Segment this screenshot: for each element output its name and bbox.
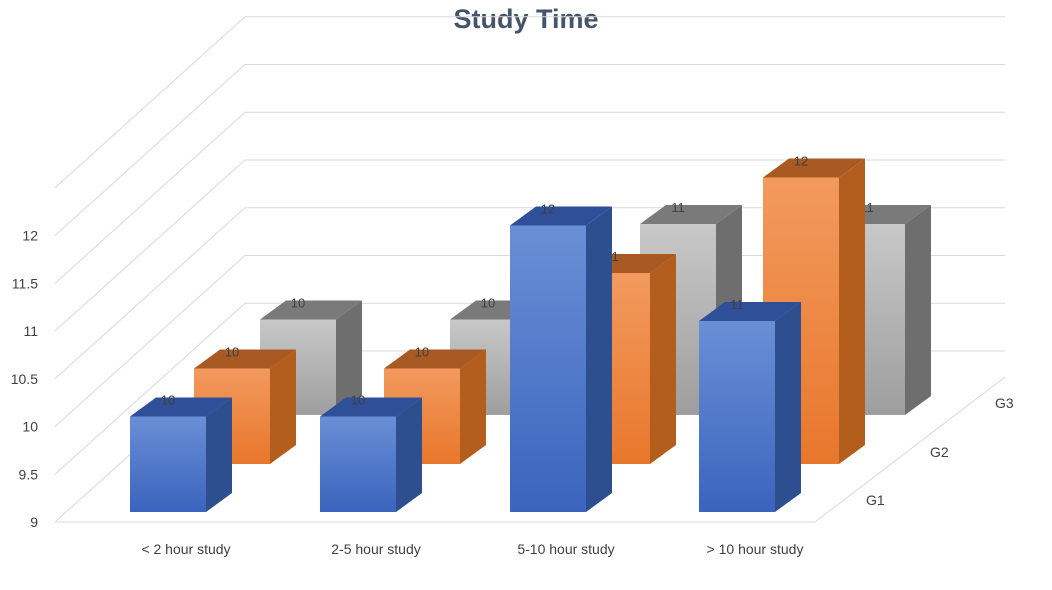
gridline xyxy=(54,16,1005,189)
bar-top-face xyxy=(510,206,612,226)
gridline xyxy=(54,111,1005,284)
bar-front-face xyxy=(699,321,775,512)
x-tick-label: 2-5 hour study xyxy=(331,541,421,557)
bars: 111110101211101011121010 xyxy=(130,154,931,512)
y-tick-label: 9.5 xyxy=(19,466,39,482)
bar-side-face xyxy=(905,205,931,415)
bar-front-face xyxy=(510,225,586,512)
y-tick-label: 12 xyxy=(22,228,38,244)
bar-top-face xyxy=(384,349,486,369)
bar-side-face xyxy=(460,349,486,464)
bar-top-face xyxy=(640,205,742,224)
data-label: 10 xyxy=(291,296,305,311)
bar-top-face xyxy=(260,300,362,320)
chart-title: Study Time xyxy=(453,4,599,34)
bar-top-face xyxy=(763,158,865,178)
bar-side-face xyxy=(336,300,362,415)
bar-side-face xyxy=(396,397,422,512)
bar-side-face xyxy=(270,349,296,464)
y-tick-label: 10.5 xyxy=(11,371,38,387)
bar-top-face xyxy=(699,302,801,321)
x-tick-label: > 10 hour study xyxy=(707,541,804,557)
bar-side-face xyxy=(650,254,676,464)
data-label: 11 xyxy=(671,200,685,215)
y-tick-label: 9 xyxy=(30,514,38,530)
y-tick-label: 11.5 xyxy=(12,275,38,291)
bar-side-face xyxy=(775,302,801,512)
bar-side-face xyxy=(839,158,865,464)
bar-front-face xyxy=(320,416,396,512)
data-label: 10 xyxy=(481,296,495,311)
gridline xyxy=(54,159,1005,332)
bar-top-face xyxy=(130,397,232,417)
labels: 9 9.5 10 10.5 11 11.5 12 < 2 hour study 2-5 hour… xyxy=(11,228,1014,558)
bar-side-face xyxy=(206,397,232,512)
bar: 10 xyxy=(130,393,232,512)
data-label: 11 xyxy=(730,297,744,312)
gridline xyxy=(54,64,1005,236)
bar-top-face xyxy=(320,397,422,417)
series-axis-label: G2 xyxy=(930,444,949,460)
bar: 11 xyxy=(699,297,801,512)
data-label: 12 xyxy=(541,202,555,217)
bar: 12 xyxy=(510,202,612,512)
gridlines xyxy=(54,16,1006,523)
series-axis-label: G3 xyxy=(995,395,1014,411)
bar-side-face xyxy=(586,206,612,512)
x-tick-label: < 2 hour study xyxy=(141,541,230,557)
bar: 10 xyxy=(320,393,422,512)
x-tick-label: 5-10 hour study xyxy=(517,541,614,557)
gridline xyxy=(54,207,1005,380)
data-label: 10 xyxy=(351,393,365,408)
bar-top-face xyxy=(194,349,296,369)
series-axis-label: G1 xyxy=(866,492,885,508)
bar-front-face xyxy=(130,416,206,512)
y-tick-label: 10 xyxy=(22,419,38,435)
data-label: 10 xyxy=(415,345,429,360)
gridline xyxy=(54,255,1005,427)
data-label: 12 xyxy=(794,154,808,169)
data-label: 10 xyxy=(161,393,175,408)
floor-side-edge xyxy=(814,376,1006,523)
y-tick-label: 11 xyxy=(23,323,38,339)
data-label: 10 xyxy=(225,345,239,360)
